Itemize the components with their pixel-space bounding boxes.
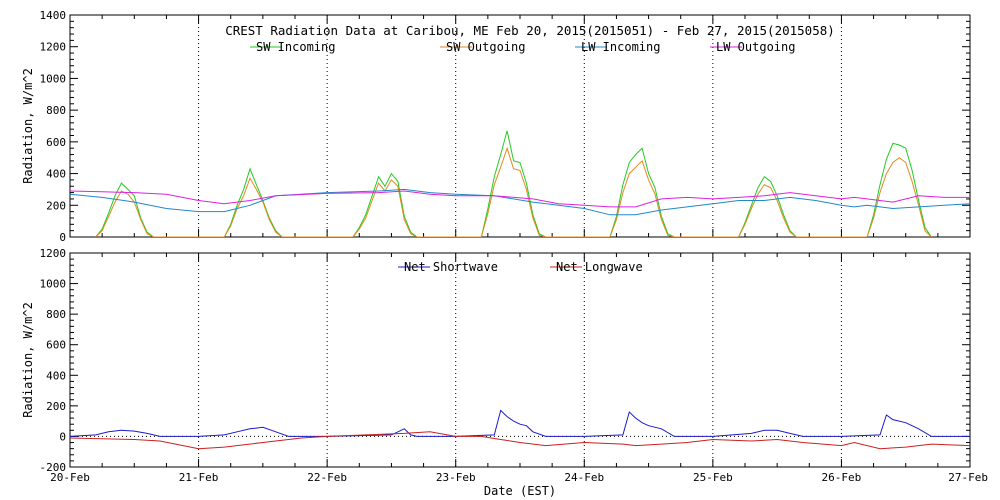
y-tick-label: 200	[46, 400, 66, 413]
y-axis-label: Radiation, W/m^2	[21, 302, 35, 418]
x-tick-label: 22-Feb	[307, 471, 347, 484]
y-tick-label: 600	[46, 136, 66, 149]
x-tick-label: 23-Feb	[436, 471, 476, 484]
y-tick-label: 800	[46, 104, 66, 117]
y-tick-label: 1200	[40, 247, 67, 260]
series-line-lw-incoming	[70, 188, 970, 216]
legend-label: LW Incoming	[581, 40, 660, 54]
x-axis-label: Date (EST)	[484, 484, 556, 498]
y-tick-label: 400	[46, 168, 66, 181]
y-tick-label: 1400	[40, 9, 67, 22]
y-tick-label: 200	[46, 199, 66, 212]
y-tick-label: 600	[46, 339, 66, 352]
y-tick-label: 800	[46, 308, 66, 321]
y-tick-label: 1000	[40, 278, 67, 291]
series-line-sw-incoming	[95, 130, 932, 237]
y-tick-label: 0	[59, 430, 66, 443]
series-line-lw-outgoing	[70, 190, 970, 208]
x-tick-label: 20-Feb	[50, 471, 90, 484]
y-axis-label: Radiation, W/m^2	[21, 68, 35, 184]
series-line-sw-outgoing	[95, 146, 932, 237]
legend-label: Net Shortwave	[404, 260, 498, 274]
y-tick-label: 400	[46, 369, 66, 382]
legend-label: SW Outgoing	[446, 40, 525, 54]
y-tick-label: 1200	[40, 41, 67, 54]
x-tick-label: 24-Feb	[564, 471, 604, 484]
x-tick-label: 26-Feb	[822, 471, 862, 484]
y-tick-label: 0	[59, 231, 66, 244]
legend-label: Net Longwave	[556, 260, 643, 274]
series-line-net-longwave	[70, 431, 970, 450]
bottom-panel-net: -200 0 200 400 600 800 1000 1200 20-Feb 21-Feb 22-…	[21, 247, 988, 484]
legend-label: LW Outgoing	[716, 40, 795, 54]
x-tick-label: 25-Feb	[693, 471, 733, 484]
y-tick-label: -200	[40, 461, 67, 474]
series-line-net-shortwave	[70, 409, 970, 437]
x-tick-label: 21-Feb	[179, 471, 219, 484]
y-tick-label: 1000	[40, 72, 67, 85]
plot-frame	[69, 252, 971, 468]
x-tick-label: 27-Feb	[948, 471, 988, 484]
top-panel-sw-lw: 0 200 400 600 800 1000 1200 1400 Radiation, W/m^…	[21, 9, 971, 244]
legend-label: SW Incoming	[256, 40, 335, 54]
figure-title: CREST Radiation Data at Caribou, ME Feb …	[225, 23, 835, 38]
